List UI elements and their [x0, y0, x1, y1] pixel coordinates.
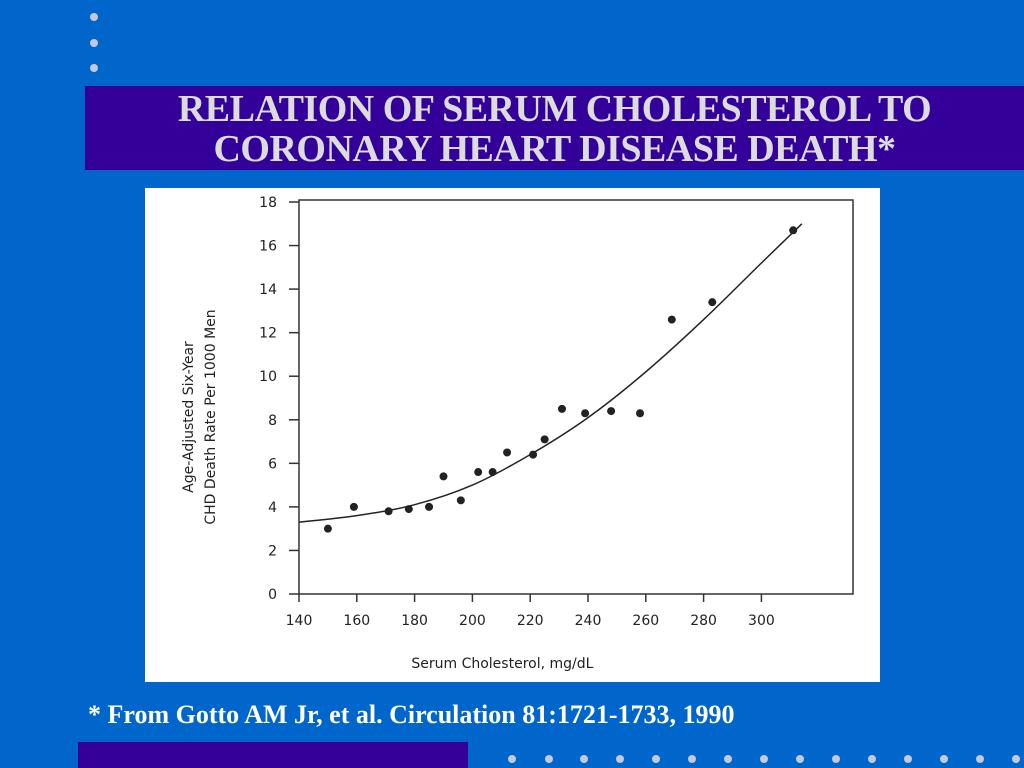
x-tick-label: 180 [401, 613, 428, 629]
data-point [557, 404, 566, 413]
decor-dot [832, 755, 840, 763]
decor-dot [545, 755, 553, 763]
data-point [503, 448, 512, 457]
y-tick-label: 4 [268, 500, 277, 516]
data-point [667, 315, 676, 324]
data-point [404, 505, 413, 514]
decor-dot [1012, 755, 1020, 763]
plot-frame [298, 199, 854, 595]
data-point [384, 507, 393, 516]
x-tick-label: 160 [343, 613, 370, 629]
decor-dot [688, 755, 696, 763]
data-point [708, 298, 717, 307]
decor-dot [796, 755, 804, 763]
decor-dot [760, 755, 768, 763]
data-point [349, 502, 358, 511]
y-tick-label: 0 [268, 587, 277, 603]
data-point [540, 435, 549, 444]
decor-dot [90, 64, 98, 72]
decor-dot [616, 755, 624, 763]
x-tick-label: 260 [632, 613, 659, 629]
decor-dot [868, 755, 876, 763]
y-tick-label: 14 [259, 282, 277, 298]
data-point [789, 226, 798, 235]
x-tick-label: 240 [575, 613, 602, 629]
decor-dot [90, 13, 98, 21]
chart-panel: 0 2 4 6 8 10 12 14 16 18 140 160 180 200 220 240 260 280 3… [145, 188, 880, 682]
y-tick-label: 16 [259, 239, 277, 255]
decor-dot [976, 755, 984, 763]
decor-dot [90, 39, 98, 47]
decor-dot [904, 755, 912, 763]
decor-dot [940, 755, 948, 763]
y-axis-label-line-2: CHD Death Rate Per 1000 Men [203, 309, 219, 524]
decor-dot [580, 755, 588, 763]
slide-title-line-2: CORONARY HEART DISEASE DEATH* [213, 128, 896, 170]
data-point [474, 468, 483, 477]
y-tick-label: 8 [268, 413, 277, 429]
data-point [456, 496, 465, 505]
data-point [529, 450, 538, 459]
fit-curve-line [298, 223, 803, 523]
x-tick-label: 280 [690, 613, 717, 629]
decor-dot [508, 755, 516, 763]
data-point [636, 409, 645, 418]
y-tick-label: 6 [268, 456, 277, 472]
y-tick-label: 12 [259, 326, 277, 342]
scatter-chart: 0 2 4 6 8 10 12 14 16 18 140 160 180 200 220 240 260 280 3… [181, 195, 854, 672]
y-tick-label: 10 [259, 369, 277, 385]
x-tick-label: 300 [748, 613, 775, 629]
data-point [581, 409, 590, 418]
y-tick-label: 2 [268, 543, 277, 559]
y-tick-label: 18 [259, 195, 277, 211]
slide-title: RELATION OF SERUM CHOLESTEROL TO CORONAR… [85, 86, 1024, 170]
decor-dot [724, 755, 732, 763]
data-point [607, 407, 616, 416]
bottom-accent-bar [78, 742, 468, 768]
x-tick-label: 220 [517, 613, 544, 629]
x-tick-label: 140 [286, 613, 313, 629]
data-point [488, 468, 497, 477]
source-citation: * From Gotto AM Jr, et al. Circulation 8… [88, 700, 735, 729]
y-axis-label-line-1: Age-Adjusted Six-Year [181, 341, 197, 493]
data-point [425, 502, 434, 511]
slide-title-line-1: RELATION OF SERUM CHOLESTEROL TO [177, 88, 932, 130]
data-point [323, 524, 332, 533]
decor-dot [652, 755, 660, 763]
data-point [439, 472, 448, 481]
x-axis-label: Serum Cholesterol, mg/dL [411, 656, 593, 672]
x-tick-label: 200 [459, 613, 486, 629]
